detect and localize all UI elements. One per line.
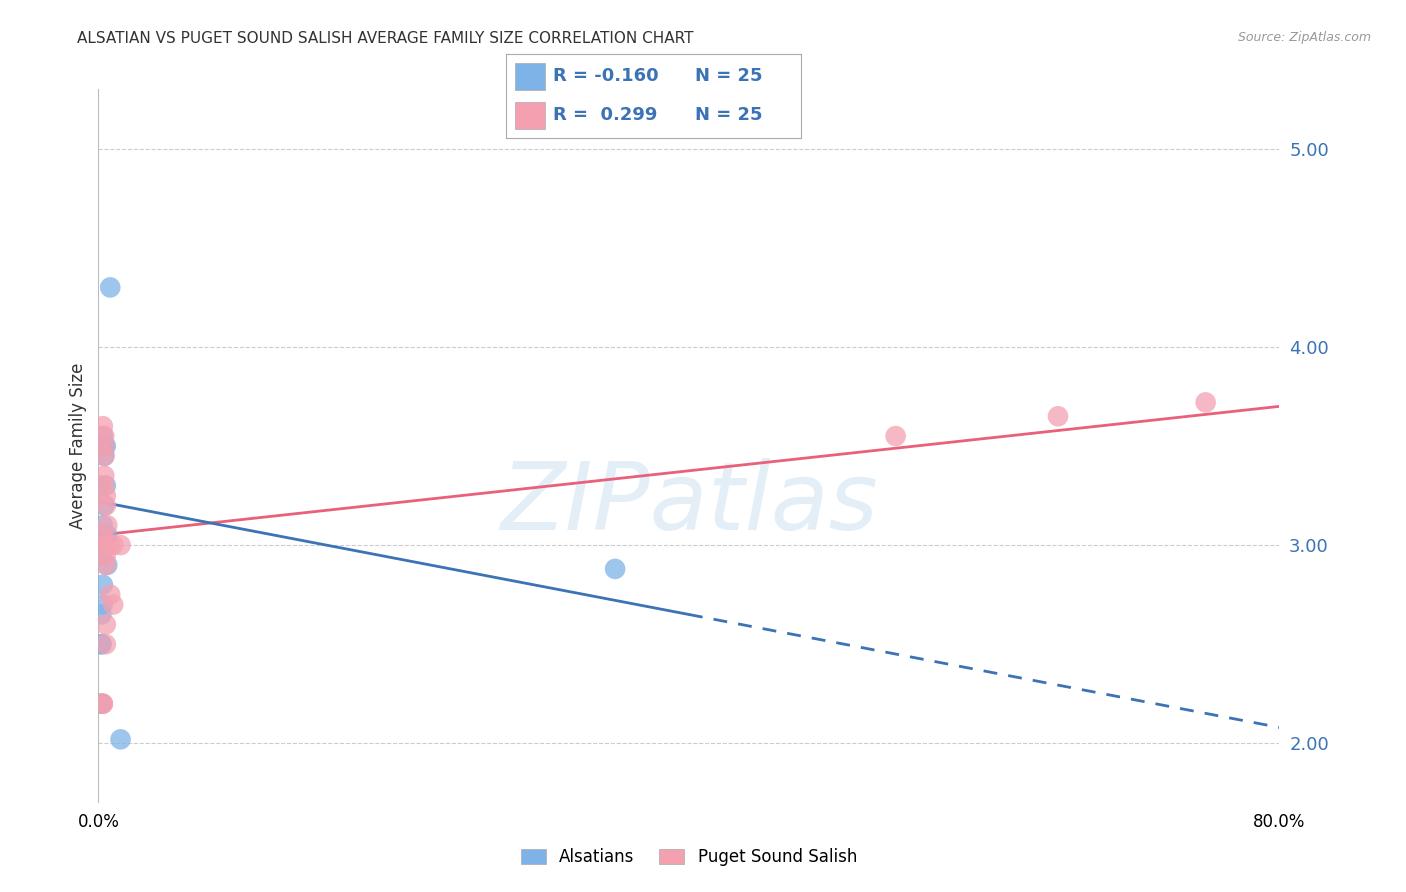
Point [91,439,114,453]
Point [90,637,112,651]
Text: N = 25: N = 25 [695,106,762,124]
Point [91,419,114,434]
Point [94,478,117,492]
FancyBboxPatch shape [515,62,544,90]
Point [94,548,117,562]
Point [91,538,114,552]
Point [93,468,115,483]
Point [94,439,117,453]
Point [110,732,132,747]
Point [1195,395,1218,409]
Point [91,697,114,711]
Text: N = 25: N = 25 [695,68,762,86]
Point [90,548,112,562]
Point [91,697,114,711]
Point [94,637,117,651]
Point [98,588,121,602]
Text: ALSATIAN VS PUGET SOUND SALISH AVERAGE FAMILY SIZE CORRELATION CHART: ALSATIAN VS PUGET SOUND SALISH AVERAGE F… [77,31,693,46]
Point [91,429,114,443]
Point [93,439,115,453]
Text: Source: ZipAtlas.com: Source: ZipAtlas.com [1237,31,1371,45]
Point [90,528,112,542]
Point [94,489,117,503]
Point [91,528,114,542]
Point [91,528,114,542]
Y-axis label: Average Family Size: Average Family Size [69,363,87,529]
Point [103,538,125,552]
Point [98,280,121,294]
Point [90,637,112,651]
Text: R = -0.160: R = -0.160 [554,68,659,86]
Point [93,449,115,463]
Point [94,617,117,632]
Point [605,562,627,576]
Legend: Alsatians, Puget Sound Salish: Alsatians, Puget Sound Salish [515,842,863,873]
Text: ZIPatlas: ZIPatlas [501,458,877,549]
Point [91,578,114,592]
Point [93,439,115,453]
Point [90,697,112,711]
Point [91,518,114,533]
Point [97,538,120,552]
Point [96,558,118,572]
Point [91,538,114,552]
Point [93,449,115,463]
Point [93,478,115,492]
Point [89,478,111,492]
Point [93,429,115,443]
Point [96,528,118,542]
Point [94,558,117,572]
Point [93,499,115,513]
FancyBboxPatch shape [515,102,544,129]
Point [91,598,114,612]
Point [96,518,118,533]
Point [90,697,112,711]
Point [1046,409,1069,424]
Point [884,429,907,443]
Point [110,538,132,552]
Text: R =  0.299: R = 0.299 [554,106,658,124]
Point [103,598,125,612]
Point [94,499,117,513]
Point [90,607,112,622]
